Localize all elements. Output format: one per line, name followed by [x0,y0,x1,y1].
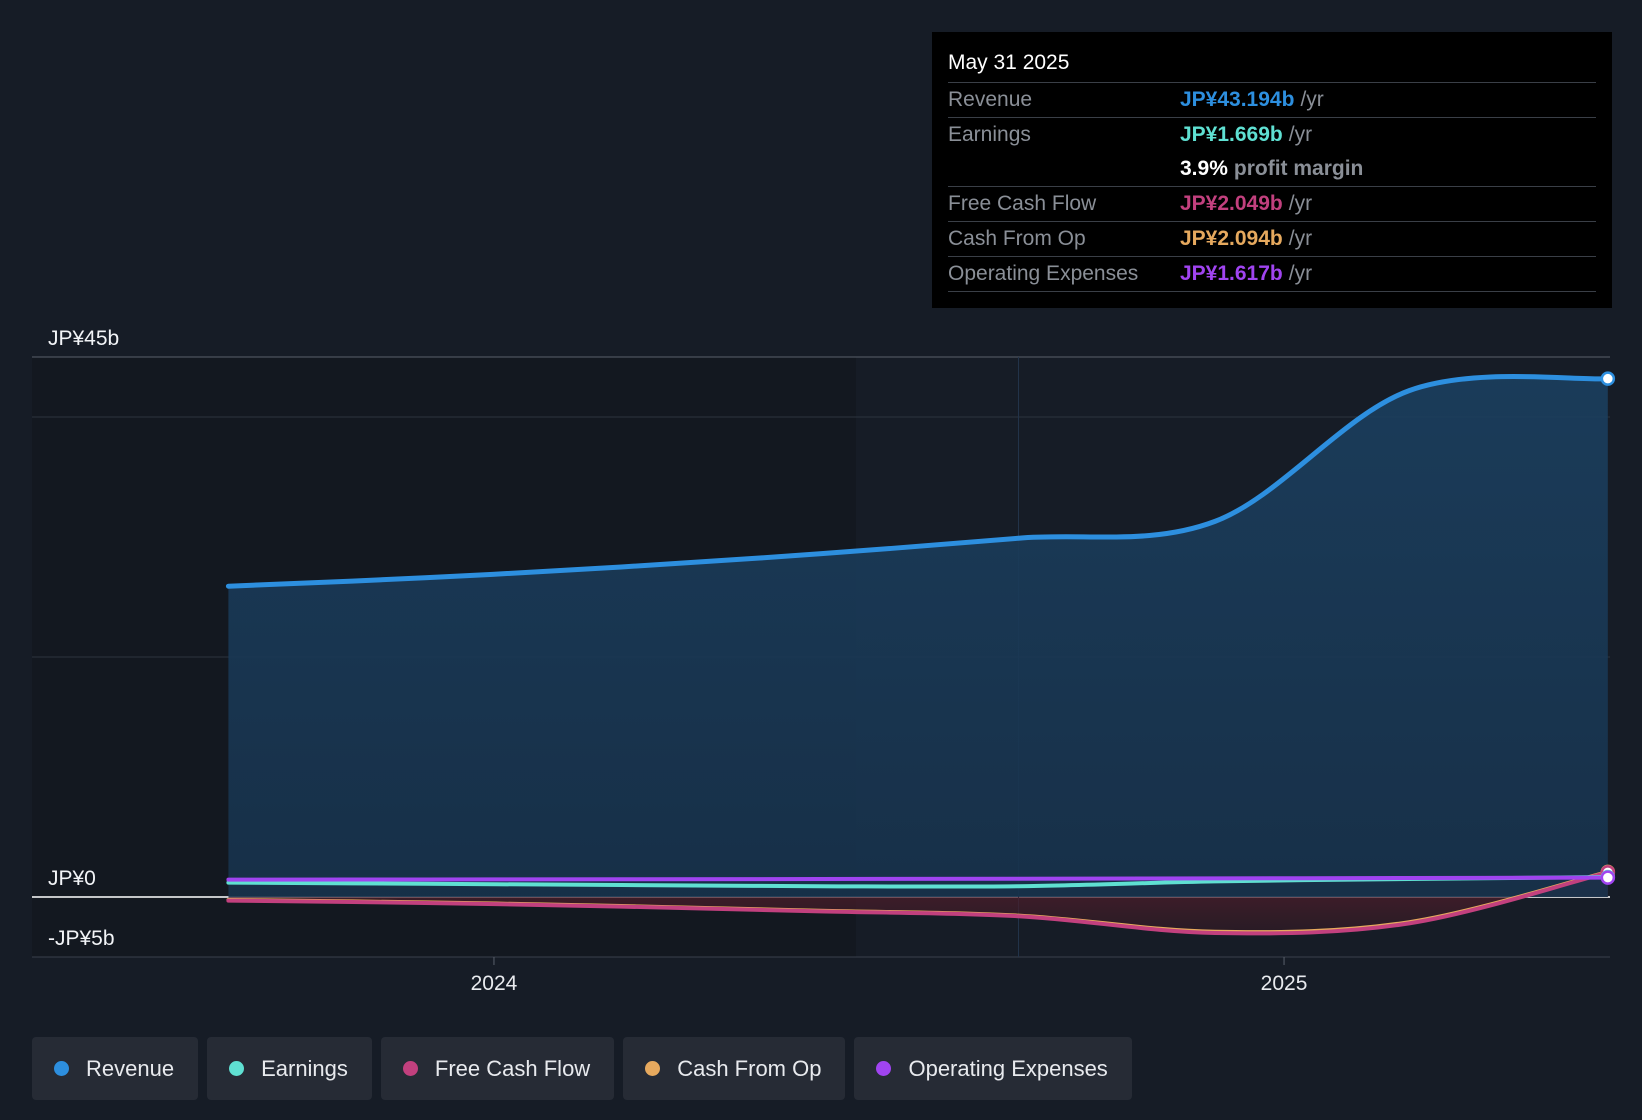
x-axis-tick-label: 2025 [1261,972,1308,995]
tooltip-label: Free Cash Flow [948,192,1097,215]
legend-item-free-cash-flow[interactable]: Free Cash Flow [380,1037,615,1100]
tooltip-row-margin: 3.9% profit margin [948,152,1596,187]
legend-label: Cash From Op [677,1055,822,1081]
tooltip-label: Revenue [948,88,1033,111]
x-axis-tick-label: 2024 [471,972,518,995]
y-axis-label: JP¥45b [48,327,119,350]
tooltip-unit: /yr [1288,192,1313,215]
free-cash-flow-line [226,870,1610,936]
tooltip-label: Cash From Op [948,227,1086,250]
earnings-revenue-chart: JP¥45b JP¥0 -JP¥5b 2024 2025 [32,327,1616,995]
revenue-area [228,376,1608,898]
free-cash-flow-area [228,872,1608,934]
legend-label: Earnings [261,1055,348,1081]
operating-expenses-dot-icon [876,1061,892,1076]
free-cash-flow-dot-icon [402,1061,418,1076]
tooltip-row-earnings: Earnings JP¥1.669b /yr [948,118,1596,152]
revenue-dot-icon [54,1061,69,1076]
profit-margin-value: 3.9% [1180,157,1228,180]
tooltip-value: JP¥2.094b [1180,227,1283,250]
operating-expenses-end-point [1600,870,1616,885]
revenue-end-point [1600,371,1616,386]
tooltip-label: Operating Expenses [948,262,1139,285]
tooltip-unit: /yr [1300,88,1324,111]
tooltip-row-opex: Operating Expenses JP¥1.617b /yr [948,257,1596,292]
tooltip-value: JP¥2.049b [1180,192,1283,215]
tooltip-date: May 31 2025 [948,46,1596,83]
tooltip-value: JP¥1.617b [1180,262,1283,285]
operating-expenses-line [226,875,1610,882]
legend-item-earnings[interactable]: Earnings [207,1037,372,1100]
tooltip-row-revenue: Revenue JP¥43.194b /yr [948,83,1596,118]
y-axis-label: -JP¥5b [48,927,115,950]
revenue-line [225,373,1611,589]
tooltip-unit: /yr [1288,227,1313,250]
tooltip-unit: /yr [1288,262,1313,285]
tooltip-label: Earnings [948,123,1031,146]
legend-label: Operating Expenses [908,1055,1108,1081]
tooltip-value: JP¥1.669b [1180,123,1283,146]
data-tooltip: May 31 2025 Revenue JP¥43.194b /yr Earni… [932,32,1612,308]
tooltip-row-fcf: Free Cash Flow JP¥2.049b /yr [948,187,1596,222]
earnings-dot-icon [229,1061,245,1076]
cash-from-op-dot-icon [645,1061,661,1076]
tooltip-unit: /yr [1288,123,1313,146]
chart-legend: Revenue Earnings Free Cash Flow Cash Fro… [32,1037,1132,1100]
legend-item-revenue[interactable]: Revenue [32,1037,199,1100]
profit-margin-label: profit margin [1233,157,1364,180]
tooltip-value: JP¥43.194b [1180,88,1295,111]
y-axis-label: JP¥0 [48,867,96,890]
legend-label: Free Cash Flow [434,1055,591,1081]
legend-item-operating-expenses[interactable]: Operating Expenses [854,1037,1132,1100]
tooltip-row-cfo: Cash From Op JP¥2.094b /yr [948,222,1596,257]
legend-item-cash-from-op[interactable]: Cash From Op [623,1037,846,1100]
legend-label: Revenue [86,1055,175,1081]
